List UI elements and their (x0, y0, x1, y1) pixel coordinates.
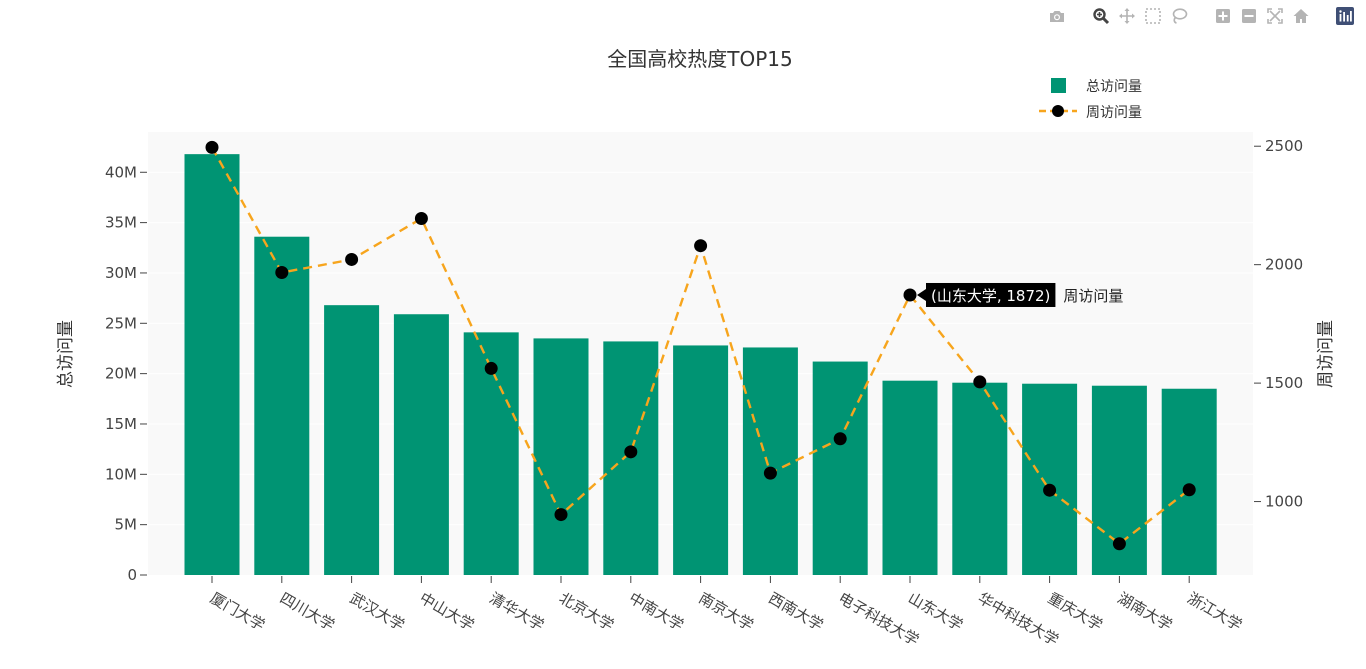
chart-title: 全国高校热度TOP15 (607, 47, 792, 71)
lasso-icon[interactable] (1168, 5, 1190, 27)
marker-12 (1043, 483, 1057, 497)
box-select-icon[interactable] (1142, 5, 1164, 27)
x-axis: 厦门大学 四川大学 武汉大学 中山大学 清华大学 北京大学 中南大学 南京大学 西南大学 电子科技… (207, 576, 1245, 649)
camera-icon[interactable] (1046, 5, 1068, 27)
y2-axis-title: 周访问量 (1316, 320, 1336, 388)
y-tick-label-7: 35M (105, 214, 137, 232)
line-markers (205, 140, 1196, 551)
y-axis-left: 0 5M 10M 15M 20M 25M 30M 35M 40M (105, 163, 147, 584)
x-tick-label-6: 中南大学 (626, 589, 687, 635)
marker-11 (973, 375, 987, 389)
x-tick-label-13: 湖南大学 (1114, 589, 1175, 635)
y-axis-title: 总访问量 (56, 320, 76, 388)
bar-0 (184, 154, 240, 575)
bar-12 (1022, 383, 1078, 575)
reset-axes-icon[interactable] (1290, 5, 1312, 27)
y2-tick-label-0: 1000 (1265, 493, 1303, 511)
bar-8 (742, 347, 798, 575)
legend-label-line: 周访问量 (1086, 105, 1142, 121)
legend-label-bar: 总访问量 (1086, 79, 1142, 95)
y-axis-right: 1000 1500 2000 2500 (1254, 137, 1303, 511)
pan-icon[interactable] (1116, 5, 1138, 27)
x-tick-label-3: 中山大学 (416, 589, 477, 635)
bar-10 (882, 380, 938, 575)
bar-series (184, 154, 1217, 575)
y-tick-label-1: 5M (115, 516, 138, 534)
zoom-out-icon[interactable] (1238, 5, 1260, 27)
plotly-logo-icon[interactable] (1334, 5, 1356, 27)
legend: 总访问量 周访问量 (1039, 78, 1142, 121)
legend-marker (1052, 105, 1064, 117)
marker-7 (694, 239, 708, 253)
y2-tick-label-1: 1500 (1265, 374, 1303, 392)
bar-2 (324, 305, 380, 575)
hover-box (926, 282, 1056, 307)
x-tick-label-2: 武汉大学 (347, 589, 408, 635)
hover-text: (山东大学, 1872) (931, 287, 1050, 305)
bar-14 (1161, 388, 1217, 575)
x-tick-label-0: 厦门大学 (207, 589, 268, 635)
marker-1 (275, 265, 289, 279)
bar-5 (533, 338, 589, 575)
x-tick-label-5: 北京大学 (556, 589, 617, 635)
modebar (1046, 4, 1356, 28)
x-tick-label-8: 西南大学 (765, 589, 826, 635)
zoom-in-icon[interactable] (1212, 5, 1234, 27)
marker-3 (414, 211, 428, 225)
y-tick-label-2: 10M (105, 465, 137, 483)
bar-1 (254, 236, 310, 575)
marker-10 (903, 288, 917, 302)
marker-9 (833, 432, 847, 446)
marker-2 (345, 252, 359, 266)
y-tick-label-3: 15M (105, 415, 137, 433)
y2-tick-label-2: 2000 (1265, 256, 1303, 274)
x-tick-label-7: 南京大学 (696, 589, 757, 635)
marker-6 (624, 445, 638, 459)
hover-series-name: 周访问量 (1063, 287, 1123, 305)
y-tick-label-5: 25M (105, 314, 137, 332)
x-tick-label-12: 重庆大学 (1045, 589, 1106, 635)
bar-9 (812, 361, 868, 575)
y-tick-label-0: 0 (127, 566, 137, 584)
hover-tooltip: (山东大学, 1872) 周访问量 (917, 282, 1123, 307)
bar-11 (952, 382, 1008, 575)
marker-0 (205, 140, 219, 154)
y2-tick-label-3: 2500 (1265, 137, 1303, 155)
x-tick-label-1: 四川大学 (277, 589, 338, 635)
y-tick-label-6: 30M (105, 264, 137, 282)
marker-14 (1182, 483, 1196, 497)
bar-7 (673, 345, 729, 575)
x-tick-label-14: 浙江大学 (1184, 589, 1245, 635)
y-tick-label-4: 20M (105, 365, 137, 383)
hover-arrow (917, 288, 926, 301)
legend-swatch-bar (1051, 78, 1066, 93)
marker-5 (554, 508, 568, 522)
marker-13 (1112, 537, 1126, 551)
marker-8 (763, 466, 777, 480)
x-tick-label-4: 清华大学 (486, 589, 547, 635)
y-tick-label-8: 40M (105, 163, 137, 181)
x-tick-label-10: 山东大学 (905, 589, 966, 635)
bar-3 (393, 314, 449, 575)
autoscale-icon[interactable] (1264, 5, 1286, 27)
zoom-icon[interactable] (1090, 5, 1112, 27)
marker-4 (484, 361, 498, 375)
